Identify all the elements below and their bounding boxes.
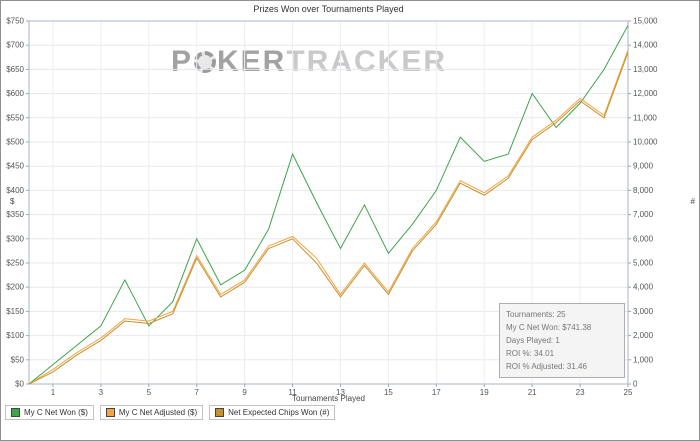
y-tick-label-left: $750	[6, 17, 24, 26]
y-tick-label-right: 3,000	[633, 307, 654, 316]
y-tick-label-left: $450	[6, 162, 24, 171]
summary-info-box: Tournaments: 25 My C Net Won: $741.38 Da…	[499, 303, 625, 378]
series-line-2	[28, 52, 629, 385]
plot-border	[28, 20, 629, 385]
y-tick-label-left: $350	[6, 210, 24, 219]
legend-item-net-adjusted: My C Net Adjusted ($)	[99, 405, 204, 420]
x-tick-label: 17	[432, 388, 441, 397]
y-tick-label-right: 0	[633, 380, 638, 389]
y-tick-label-left: $200	[6, 283, 24, 292]
watermark-text-ker: KER	[217, 45, 287, 78]
y-tick-label-left: $300	[6, 234, 24, 243]
x-tick-label: 13	[336, 388, 345, 397]
legend-label-net-adjusted: My C Net Adjusted ($)	[118, 408, 198, 417]
x-tick-label: 11	[288, 388, 297, 397]
legend-item-net-won: My C Net Won ($)	[5, 405, 94, 420]
y-tick-label-left: $250	[6, 259, 24, 268]
x-axis-label: Tournaments Played	[292, 394, 365, 403]
y-tick-label-left: $600	[6, 89, 24, 98]
y-tick-label-left: $150	[6, 307, 24, 316]
y-tick-label-right: 8,000	[633, 186, 654, 195]
x-tick-label: 1	[51, 388, 56, 397]
y-tick-label-left: $400	[6, 186, 24, 195]
x-tick-label: 15	[384, 388, 393, 397]
legend-swatch-net-adjusted-icon	[105, 408, 115, 417]
y-tick-label-right: 1,000	[633, 355, 654, 364]
info-line-days-played: Days Played: 1	[506, 336, 560, 345]
y-tick-label-left: $0	[15, 380, 24, 389]
series-line-0	[28, 25, 629, 385]
y-tick-label-right: 14,000	[633, 41, 658, 50]
y-axis-label-left: $	[10, 197, 15, 206]
x-tick-label: 7	[194, 388, 199, 397]
y-tick-label-left: $700	[6, 41, 24, 50]
series-line-1	[28, 49, 629, 385]
y-tick-label-left: $100	[6, 331, 24, 340]
watermark-text-tracker: TRACKER	[286, 45, 448, 78]
y-tick-label-left: $500	[6, 138, 24, 147]
legend-label-expected-chips: Net Expected Chips Won (#)	[228, 408, 330, 417]
info-line-tournaments: Tournaments: 25	[506, 310, 566, 319]
pokertracker-watermark: P KERTRACKER	[29, 45, 589, 79]
legend-label-net-won: My C Net Won ($)	[24, 408, 88, 417]
info-line-roi: ROI %: 34.01	[506, 349, 555, 358]
info-line-roi-adjusted: ROI % Adjusted: 31.46	[506, 362, 587, 371]
x-tick-label: 21	[528, 388, 537, 397]
legend-item-expected-chips: Net Expected Chips Won (#)	[209, 405, 336, 420]
y-tick-label-right: 10,000	[633, 138, 658, 147]
y-tick-label-right: 5,000	[633, 259, 654, 268]
x-tick-label: 19	[480, 388, 489, 397]
y-tick-label-right: 12,000	[633, 89, 658, 98]
y-tick-label-left: $650	[6, 65, 24, 74]
y-tick-label-right: 6,000	[633, 234, 654, 243]
x-tick-label: 9	[242, 388, 247, 397]
y-tick-label-right: 2,000	[633, 331, 654, 340]
poker-chip-icon	[194, 51, 216, 73]
y-tick-label-right: 15,000	[633, 17, 658, 26]
x-tick-label: 5	[147, 388, 152, 397]
y-tick-label-right: 7,000	[633, 210, 654, 219]
y-tick-label-left: $550	[6, 113, 24, 122]
y-tick-label-right: 9,000	[633, 162, 654, 171]
legend-swatch-expected-chips-icon	[215, 408, 225, 417]
info-line-net-won: My C Net Won: $741.38	[506, 323, 592, 332]
y-tick-label-right: 11,000	[633, 113, 657, 122]
y-axis-label-right: #	[690, 197, 695, 206]
x-tick-label: 3	[99, 388, 104, 397]
y-tick-label-right: 4,000	[633, 283, 654, 292]
legend-swatch-net-won-icon	[11, 408, 20, 417]
chart-title: Prizes Won over Tournaments Played	[253, 4, 404, 14]
x-tick-label: 23	[576, 388, 585, 397]
y-tick-label-right: 13,000	[633, 65, 658, 74]
x-tick-label: 25	[624, 388, 633, 397]
legend: My C Net Won ($) My C Net Adjusted ($) N…	[5, 405, 336, 420]
y-tick-label-left: $50	[11, 355, 25, 364]
